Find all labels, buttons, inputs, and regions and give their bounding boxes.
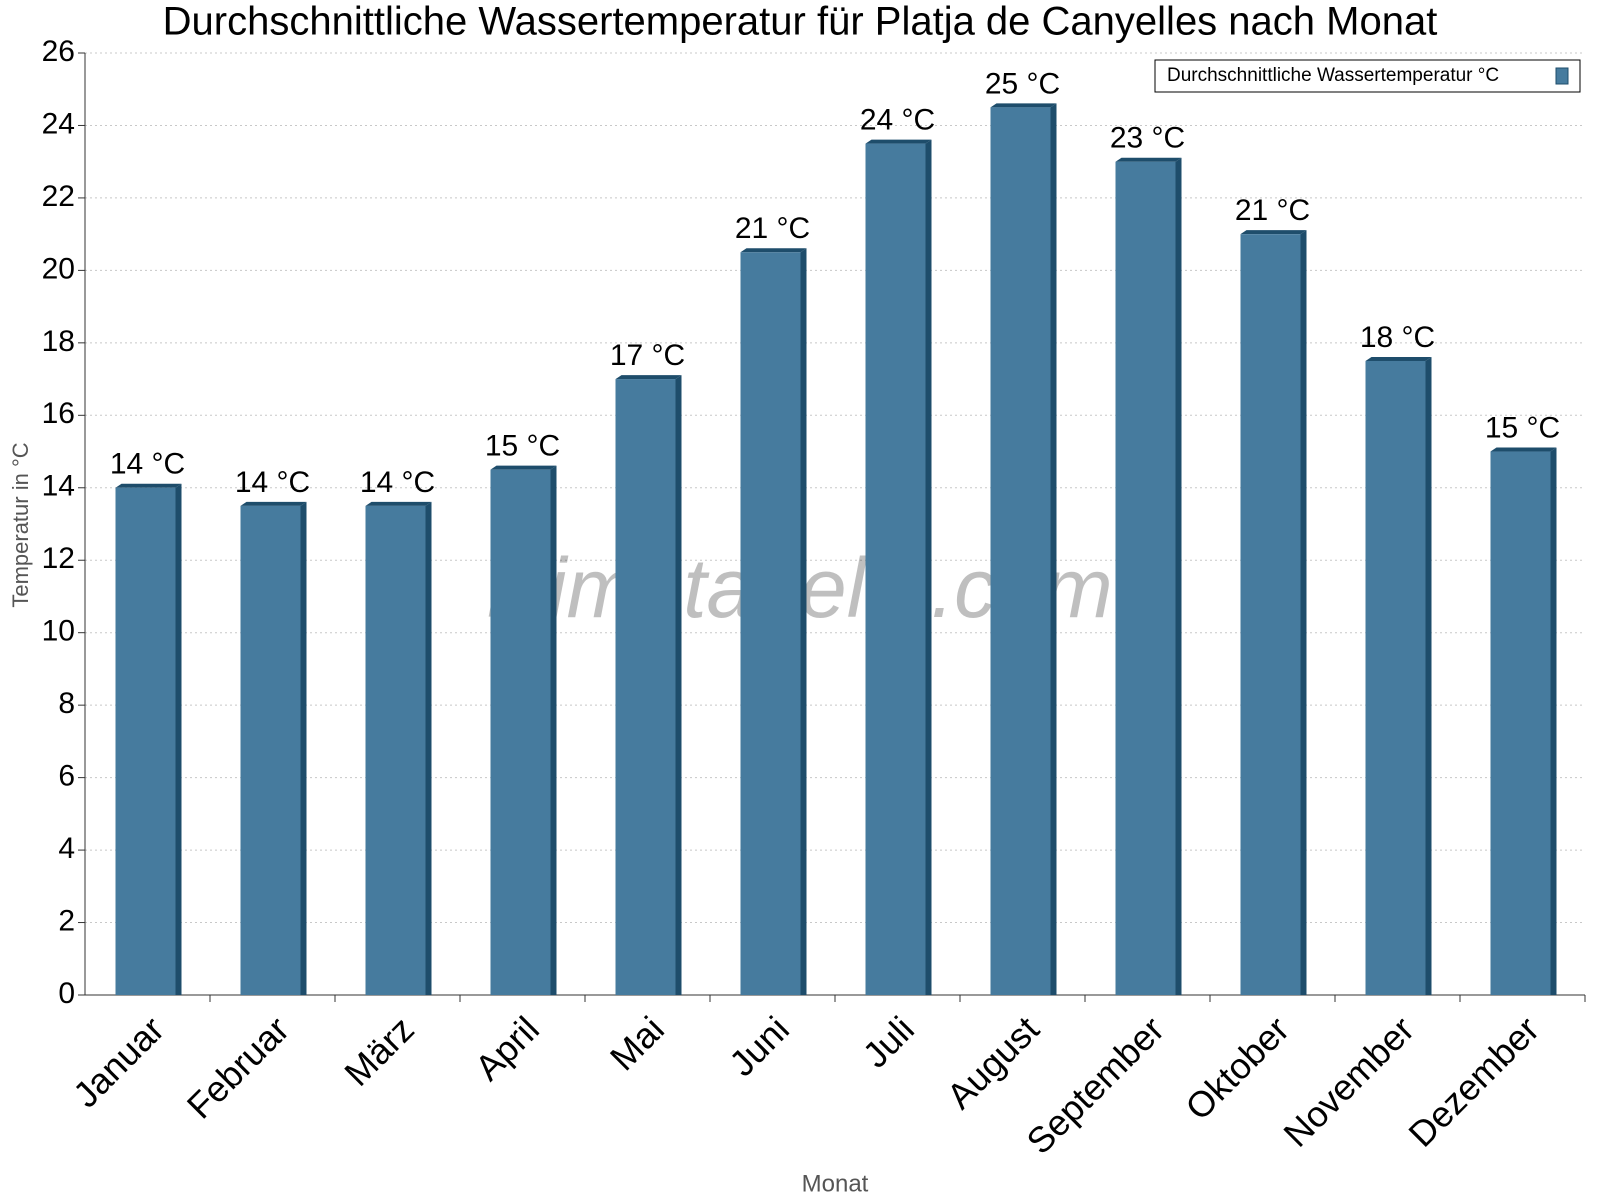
value-label: 17 °C: [610, 339, 685, 372]
bar: [615, 379, 676, 996]
y-tick-label: 14: [42, 470, 75, 503]
legend-box: [1154, 59, 1581, 93]
x-tick-label: Juli: [855, 1008, 922, 1075]
bar-top: [1115, 157, 1182, 162]
value-label: 25 °C: [985, 67, 1060, 100]
y-tick-label: 0: [58, 977, 75, 1010]
value-label: 15 °C: [485, 430, 560, 463]
bar-side: [300, 501, 307, 995]
bar: [365, 505, 426, 995]
bar-top: [1490, 447, 1557, 452]
bar: [1240, 234, 1301, 996]
value-label: 14 °C: [110, 448, 185, 481]
bar-side: [800, 248, 807, 995]
value-label: 21 °C: [1235, 194, 1310, 227]
value-label: 14 °C: [360, 466, 435, 499]
bar-top: [115, 483, 182, 488]
legend-label: Durchschnittliche Wassertemperatur °C: [1167, 65, 1499, 86]
bar-top: [615, 375, 682, 380]
bar-top: [865, 139, 932, 144]
value-label: 15 °C: [1485, 411, 1560, 444]
chart-title: Durchschnittliche Wassertemperatur für P…: [163, 0, 1438, 44]
bar-side: [925, 139, 932, 996]
bar-top: [240, 501, 307, 506]
bar-top: [740, 248, 807, 253]
y-tick-label: 18: [42, 325, 75, 358]
x-tick-label: April: [467, 1008, 547, 1088]
legend-swatch: [1555, 67, 1569, 85]
x-tick-label: Oktober: [1177, 1008, 1297, 1128]
y-tick-label: 26: [42, 35, 75, 68]
bar: [865, 143, 926, 996]
y-tick-label: 6: [58, 760, 75, 793]
x-tick-label: Juni: [721, 1008, 797, 1084]
bar-side: [1425, 356, 1432, 995]
bar-top: [490, 465, 557, 470]
bar: [115, 487, 176, 995]
bar: [1490, 451, 1551, 995]
bar: [1115, 161, 1176, 995]
x-axis-label: Monat: [802, 1170, 869, 1197]
y-tick-label: 12: [42, 542, 75, 575]
y-tick-label: 24: [42, 107, 75, 140]
bar: [990, 107, 1051, 996]
value-label: 23 °C: [1110, 122, 1185, 155]
bar-top: [1365, 356, 1432, 361]
y-tick-label: 2: [58, 904, 75, 937]
bar: [240, 505, 301, 995]
value-label: 21 °C: [735, 212, 810, 245]
bar-top: [1240, 230, 1307, 235]
bar-side: [675, 375, 682, 996]
y-tick-label: 16: [42, 397, 75, 430]
y-tick-label: 22: [42, 180, 75, 213]
value-label: 24 °C: [860, 103, 935, 136]
bar-side: [1175, 157, 1182, 995]
x-tick-label: November: [1275, 1008, 1421, 1154]
value-label: 14 °C: [235, 466, 310, 499]
bar-side: [175, 483, 182, 995]
bar: [490, 469, 551, 996]
bar-side: [1050, 103, 1057, 996]
value-label: 18 °C: [1360, 321, 1435, 354]
bar-top: [365, 501, 432, 506]
x-tick-label: Dezember: [1400, 1008, 1546, 1154]
x-tick-label: August: [939, 1008, 1047, 1116]
bar-side: [1300, 230, 1307, 996]
x-tick-label: September: [1018, 1008, 1172, 1162]
bar-side: [1550, 447, 1557, 995]
y-tick-label: 8: [58, 687, 75, 720]
bar: [740, 252, 801, 995]
y-axis-label: Temperatur in °C: [8, 442, 33, 607]
bar-side: [425, 501, 432, 995]
y-tick-label: 10: [42, 615, 75, 648]
x-tick-label: Mai: [602, 1008, 672, 1078]
bar-top: [990, 103, 1057, 108]
y-tick-label: 20: [42, 252, 75, 285]
bar-side: [550, 465, 557, 996]
bar: [1365, 360, 1426, 995]
y-tick-label: 4: [58, 832, 75, 865]
x-tick-label: Januar: [65, 1008, 172, 1115]
x-tick-label: Februar: [179, 1008, 297, 1126]
x-tick-label: März: [336, 1008, 422, 1094]
